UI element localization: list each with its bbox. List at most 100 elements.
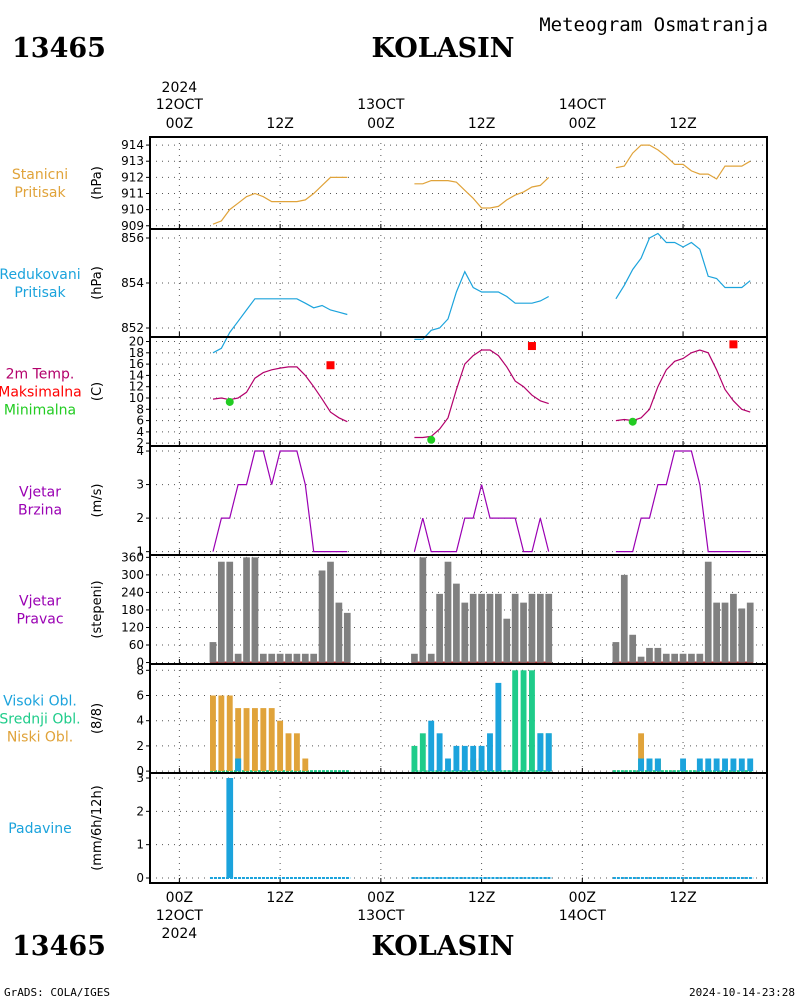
y-tick-label: 913	[121, 154, 144, 168]
direction-bar	[696, 653, 704, 663]
top-hour-label: 00Z	[367, 116, 394, 132]
y-axis-label: (C)	[90, 382, 105, 401]
y-axis-label: (stepeni)	[90, 580, 105, 638]
y-tick-label: 4	[136, 444, 144, 458]
panel-clouds: 0 2 4 6 8 (8/8) Visoki Obl. Srednji Obl. Niski O…	[0, 663, 768, 778]
y-axis-label: (hPa)	[90, 266, 105, 300]
y-tick-label: 0	[136, 871, 144, 885]
direction-bar	[679, 653, 687, 663]
y-tick-label: 910	[121, 203, 144, 217]
direction-bar	[226, 561, 234, 663]
top-hour-label: 00Z	[166, 116, 193, 132]
y-tick-label: 3	[136, 771, 144, 785]
direction-bar	[251, 557, 259, 663]
direction-bar	[301, 653, 309, 663]
cloud-bar	[696, 758, 703, 772]
cloud-bar	[268, 708, 275, 772]
direction-bar	[536, 593, 544, 663]
series-line	[212, 450, 348, 553]
cloud-bar	[738, 758, 745, 772]
top-date-label: 14OCT	[559, 97, 607, 113]
panel-frame	[149, 772, 768, 884]
direction-bar	[285, 653, 292, 663]
panel-wind_speed: 1 2 3 4 (m/s) Vjetar Brzina	[18, 444, 768, 559]
panel-title-line: Visoki Obl.	[3, 694, 77, 710]
bottom-hour-label: 12Z	[669, 890, 696, 906]
station-name-bottom: KOLASIN	[371, 931, 514, 962]
direction-bar	[343, 612, 351, 663]
y-tick-label: 6	[136, 414, 144, 428]
y-tick-label: 360	[121, 550, 144, 564]
panel-frame	[149, 228, 768, 338]
panel-title-line: Brzina	[18, 503, 62, 519]
cloud-bar	[529, 670, 535, 772]
y-tick-label: 16	[129, 357, 144, 371]
direction-bar	[629, 634, 637, 663]
cloud-bar	[545, 733, 552, 772]
direction-bar	[427, 653, 435, 663]
cloud-bar	[512, 670, 519, 772]
y-tick-label: 300	[121, 568, 144, 582]
bottom-hour-label: 00Z	[367, 890, 394, 906]
cloud-bar	[495, 682, 502, 772]
y-tick-label: 2	[136, 739, 144, 753]
cloud-bar	[226, 695, 233, 772]
panel-frame	[149, 336, 768, 447]
panel-title-line: Redukovani	[0, 267, 81, 283]
y-tick-label: 4	[136, 425, 144, 439]
panels: 909910911912913914(hPa)StanicniPritisak8…	[0, 136, 768, 885]
y-tick-label: 912	[121, 170, 144, 184]
y-tick-label: 14	[129, 368, 144, 382]
cloud-bar	[428, 720, 435, 772]
direction-bar	[310, 653, 318, 663]
cloud-bar	[251, 708, 258, 772]
product-title: Meteogram Osmatranja	[539, 14, 768, 36]
y-tick-label: 0	[136, 764, 144, 778]
bottom-time-axis: 00Z 12Z 00Z 12Z 00Z 12Z 12OCT 13OCT 14OCT 2024	[156, 890, 697, 942]
bottom-date-label: 13OCT	[357, 908, 405, 924]
cloud-bar	[520, 670, 527, 772]
panel-title-line: Srednji Obl.	[0, 712, 81, 728]
y-tick-label: 856	[121, 231, 144, 245]
cloud-bar	[478, 745, 485, 772]
panel-title-line: Minimalna	[4, 403, 76, 419]
top-hour-label: 12Z	[669, 116, 696, 132]
panel-title-line: Stanicni	[12, 167, 68, 183]
bottom-hour-label: 00Z	[569, 890, 596, 906]
direction-bar	[444, 561, 452, 663]
cloud-bar	[487, 733, 493, 772]
top-hour-label: 00Z	[569, 116, 596, 132]
y-tick-label: 8	[136, 402, 144, 416]
direction-bar	[335, 602, 343, 663]
panel-title-line: Maksimalna	[0, 385, 82, 401]
direction-bar	[436, 593, 443, 663]
cloud-bar	[638, 733, 645, 772]
direction-bar	[461, 602, 469, 663]
series-line	[615, 232, 751, 300]
series-line	[414, 349, 549, 439]
y-tick-label: 120	[121, 620, 144, 634]
cloud-bar	[302, 758, 309, 772]
cloud-bar	[680, 758, 686, 772]
min-temp-marker	[628, 417, 637, 426]
y-axis-label: (hPa)	[90, 166, 105, 200]
direction-bar	[738, 608, 746, 663]
bottom-hour-label: 12Z	[266, 890, 293, 906]
cloud-bar	[713, 758, 720, 772]
series-line	[212, 366, 348, 423]
direction-bar	[520, 602, 527, 663]
cloud-bar	[638, 758, 645, 772]
bottom-date-label: 14OCT	[559, 908, 607, 924]
panel-title-line: Niski Obl.	[7, 730, 73, 746]
direction-bar	[612, 642, 620, 663]
direction-bar	[746, 602, 754, 663]
panel-title-line: Vjetar	[19, 594, 61, 610]
min-temp-marker	[225, 397, 234, 406]
max-temp-marker	[527, 342, 536, 351]
direction-bar	[704, 561, 712, 663]
cloud-bar	[461, 745, 468, 772]
y-tick-label: 18	[129, 346, 144, 360]
direction-bar	[713, 602, 720, 663]
y-tick-label: 852	[121, 321, 144, 335]
